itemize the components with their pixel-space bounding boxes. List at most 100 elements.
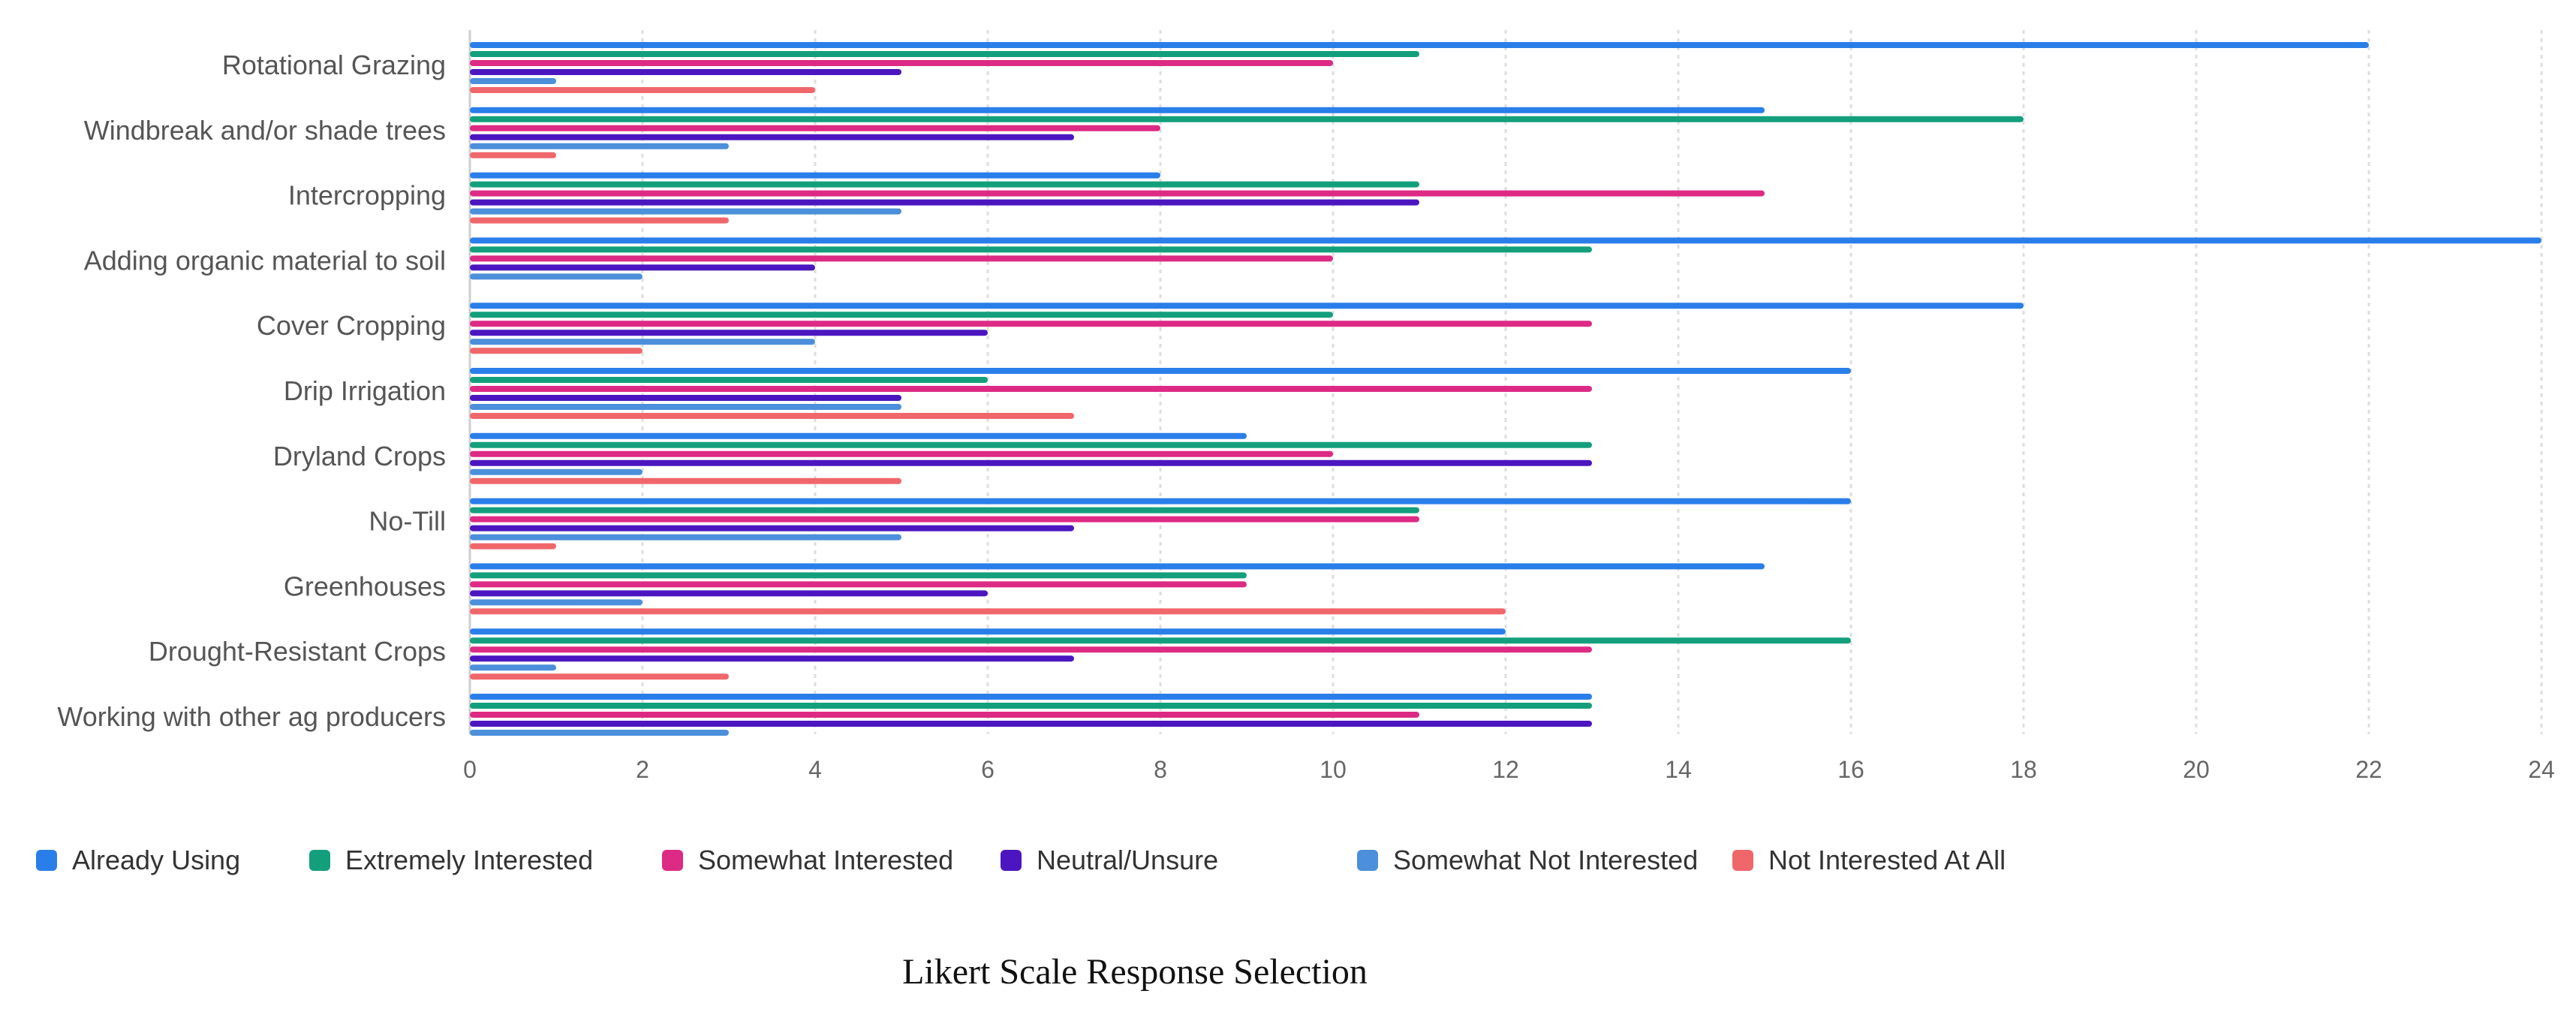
bar: [470, 459, 1592, 466]
bar: [470, 69, 901, 75]
bar: [470, 477, 901, 484]
legend-label: Not Interested At All: [1768, 845, 2006, 875]
chart-caption: Likert Scale Response Selection: [902, 952, 1368, 992]
bar: [470, 321, 1592, 327]
bar: [470, 181, 1419, 188]
category-label: Windbreak and/or shade trees: [84, 115, 446, 146]
bar: [470, 312, 1333, 318]
bar: [470, 441, 1592, 448]
category-label: No-Till: [369, 506, 446, 537]
legend-swatch: [36, 850, 57, 871]
bar: [470, 78, 556, 84]
x-tick-label: 6: [981, 756, 995, 783]
category-label: Working with other ag producers: [57, 701, 446, 732]
bar: [470, 673, 729, 680]
bar: [470, 730, 729, 736]
bar: [470, 413, 1074, 419]
bar: [470, 581, 1247, 588]
legend-label: Somewhat Not Interested: [1393, 845, 1698, 875]
category-label: Drought-Resistant Crops: [149, 636, 446, 667]
bar: [470, 237, 2541, 244]
x-tick-label: 10: [1320, 756, 1347, 783]
bar: [470, 255, 1333, 262]
x-tick-label: 0: [463, 756, 477, 783]
bar: [470, 264, 815, 271]
bar: [470, 134, 1074, 140]
category-label: Rotational Grazing: [222, 50, 446, 80]
x-tick-label: 18: [2010, 756, 2037, 783]
legend-label: Neutral/Unsure: [1037, 845, 1218, 875]
x-tick-label: 24: [2528, 756, 2555, 783]
legend-swatch: [662, 850, 683, 871]
x-tick-label: 12: [1492, 756, 1519, 783]
category-label: Dryland Crops: [273, 441, 446, 471]
bar: [470, 51, 1419, 57]
bar: [470, 572, 1247, 579]
bar: [470, 368, 1851, 374]
bar: [470, 599, 642, 606]
bar: [470, 432, 1247, 439]
bar: [470, 450, 1333, 457]
bar: [470, 468, 642, 475]
x-tick-label: 22: [2355, 756, 2382, 783]
bar: [470, 116, 2024, 122]
bar: [470, 143, 729, 149]
x-tick-label: 16: [1837, 756, 1864, 783]
bar: [470, 339, 815, 345]
bar: [470, 404, 901, 410]
bar: [470, 87, 815, 93]
bar: [470, 377, 988, 383]
bar: [470, 303, 2024, 309]
x-tick-label: 8: [1154, 756, 1167, 783]
bar: [470, 703, 1592, 709]
bar: [470, 694, 1592, 700]
bar: [470, 543, 556, 550]
bar: [470, 42, 2369, 48]
bar: [470, 664, 556, 671]
bar: [470, 330, 988, 336]
category-label: Cover Cropping: [257, 310, 446, 341]
bar: [470, 608, 1506, 615]
bar: [470, 628, 1506, 635]
category-label: Intercropping: [288, 180, 446, 211]
bar: [470, 107, 1765, 113]
legend-swatch: [309, 850, 330, 871]
x-tick-label: 2: [636, 756, 649, 783]
x-tick-label: 4: [808, 756, 822, 783]
legend: Already Using Extremely Interested Somewha…: [36, 845, 2006, 875]
bar: [470, 273, 642, 280]
bar: [470, 498, 1851, 505]
legend-swatch: [1357, 850, 1378, 871]
bar: [470, 172, 1160, 179]
legend-label: Extremely Interested: [345, 845, 593, 875]
legend-swatch: [1001, 850, 1022, 871]
bar: [470, 507, 1419, 514]
bar: [470, 217, 729, 224]
bar: [470, 199, 1419, 206]
bar: [470, 60, 1333, 66]
bar: [470, 590, 988, 597]
bar: [470, 348, 642, 354]
bar: [470, 516, 1419, 523]
category-labels: Rotational Grazing Windbreak and/or shade…: [57, 50, 446, 732]
bar: [470, 712, 1419, 718]
bar: [470, 637, 1851, 644]
bar: [470, 246, 1592, 253]
bar: [470, 395, 901, 401]
bar: [470, 125, 1160, 131]
x-tick-labels: 0 2 4 6 8 10 12 14 16 18 20 22 24: [463, 756, 2555, 783]
bar: [470, 208, 901, 215]
bars: [470, 42, 2541, 736]
bar: [470, 152, 556, 158]
bar: [470, 525, 1074, 532]
bar: [470, 190, 1765, 197]
category-label: Greenhouses: [284, 571, 446, 601]
bar: [470, 534, 901, 541]
bar: [470, 646, 1592, 653]
x-tick-label: 14: [1665, 756, 1692, 783]
legend-label: Already Using: [72, 845, 240, 875]
category-label: Drip Irrigation: [284, 375, 446, 406]
bar: [470, 655, 1074, 662]
bar: [470, 386, 1592, 392]
